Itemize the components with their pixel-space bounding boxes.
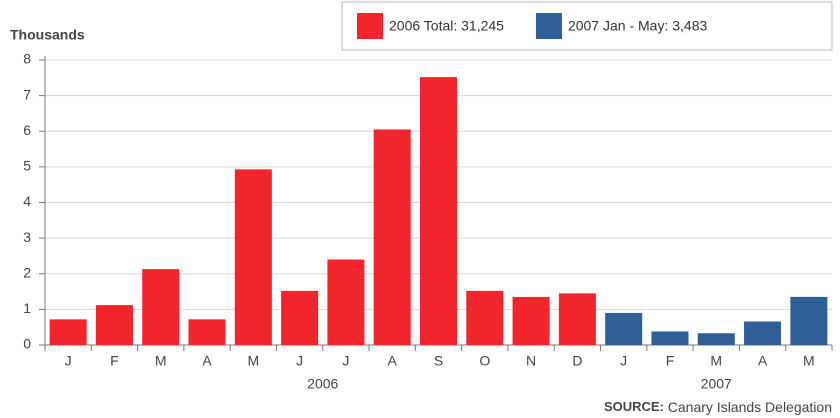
x-tick-label: J [342, 353, 349, 369]
bar [188, 319, 226, 345]
source-label: SOURCE: [604, 399, 664, 414]
bar [327, 259, 365, 345]
bar [512, 296, 550, 345]
bar [558, 293, 596, 345]
x-tick-label: A [388, 353, 398, 369]
bar [651, 331, 689, 345]
x-tick-label: M [155, 353, 167, 369]
bar [466, 290, 504, 345]
x-tick-label: O [479, 353, 490, 369]
bar [234, 169, 272, 345]
bar [419, 77, 458, 345]
bar [281, 290, 319, 345]
bar [49, 319, 87, 345]
y-tick-label: 0 [23, 336, 31, 352]
x-tick-label: J [65, 353, 72, 369]
bar [142, 269, 180, 345]
x-tick-label: M [803, 353, 815, 369]
bar [373, 129, 411, 345]
x-tick-label: N [526, 353, 536, 369]
y-axis-label: Thousands [10, 27, 85, 43]
y-tick-label: 5 [23, 158, 31, 174]
legend-label: 2007 Jan - May: 3,483 [568, 18, 708, 34]
legend-swatch [535, 13, 562, 39]
y-tick-label: 6 [23, 122, 31, 138]
bar [790, 296, 828, 345]
x-tick-label: F [666, 353, 675, 369]
y-tick-label: 1 [23, 300, 31, 316]
x-tick-label: J [296, 353, 303, 369]
y-tick-label: 7 [23, 86, 31, 102]
source-text: Canary Islands Delegation [668, 399, 832, 415]
y-tick-label: 3 [23, 229, 31, 245]
x-tick-label: J [620, 353, 627, 369]
y-tick-label: 4 [23, 193, 31, 209]
bar [744, 321, 782, 345]
x-tick-label: D [572, 353, 582, 369]
y-tick-label: 8 [23, 51, 31, 67]
bar [697, 333, 735, 345]
group-label: 2006 [307, 376, 338, 392]
source: SOURCE: Canary Islands Delegation [604, 399, 832, 415]
x-tick-label: S [434, 353, 443, 369]
bar [95, 305, 133, 345]
legend-label: 2006 Total: 31,245 [389, 18, 504, 34]
bar [605, 312, 643, 345]
legend-box [341, 1, 833, 51]
group-label: 2007 [701, 376, 732, 392]
x-tick-label: A [758, 353, 768, 369]
x-tick-label: M [247, 353, 259, 369]
x-tick-label: F [110, 353, 119, 369]
y-tick-label: 2 [23, 264, 31, 280]
x-tick-label: M [710, 353, 722, 369]
legend-swatch [357, 13, 383, 39]
x-tick-label: A [202, 353, 212, 369]
